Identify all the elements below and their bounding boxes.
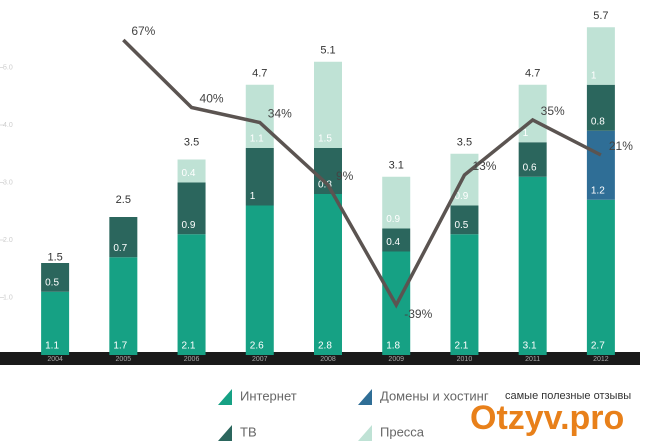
segment-label: 0.5 — [45, 277, 59, 288]
growth-label: 34% — [268, 107, 292, 121]
legend-label: Интернет — [240, 388, 297, 403]
growth-label: 67% — [131, 24, 155, 38]
segment-label: 1.1 — [45, 341, 59, 352]
bar-segment — [450, 234, 479, 355]
legend-label: Домены и хостинг — [380, 388, 489, 403]
total-label: 3.5 — [457, 137, 472, 149]
bar-segment — [177, 182, 206, 235]
segment-label: 0.9 — [454, 191, 468, 202]
segment-label: 2.1 — [454, 341, 468, 352]
segment-label: 2.7 — [591, 341, 605, 352]
segment-label: 0.8 — [318, 180, 332, 191]
segment-label: 0.6 — [523, 162, 537, 173]
segment-label: 2.6 — [250, 341, 264, 352]
growth-label: 40% — [200, 92, 224, 106]
watermark-tagline: самые полезные отзывы — [505, 390, 631, 402]
y-tick-label: 4.0 — [3, 122, 13, 129]
bar-segment — [177, 159, 206, 183]
bar-segment — [450, 153, 479, 206]
growth-line — [122, 38, 602, 309]
total-label: 4.7 — [525, 68, 540, 80]
bar-segment — [314, 61, 342, 148]
y-tick-label: 2.0 — [3, 237, 13, 244]
x-tick-label: 2010 — [457, 356, 473, 363]
bar-segment — [518, 176, 547, 355]
x-tick-label: 2004 — [47, 356, 63, 363]
bar-segment — [41, 263, 70, 292]
total-label: 5.1 — [320, 45, 335, 57]
segment-label: 3.1 — [523, 341, 537, 352]
growth-label: 35% — [541, 104, 565, 118]
bar-segment — [245, 148, 274, 206]
segment-label: 0.7 — [113, 243, 127, 254]
watermark-brand: Otzyv.pro — [470, 399, 624, 437]
bar-segment — [586, 84, 615, 131]
y-tick-label: 3.0 — [3, 179, 13, 186]
bar-segment — [109, 257, 138, 355]
legend-icon — [218, 425, 232, 441]
bar-segment — [109, 217, 138, 258]
bar-segment — [586, 130, 615, 200]
segment-label: 1 — [250, 191, 256, 202]
segment-label: 0.5 — [454, 220, 468, 231]
bar-segment — [518, 142, 547, 177]
segment-label: 1.7 — [113, 341, 127, 352]
total-label: 4.7 — [252, 68, 267, 80]
legend-icon — [358, 389, 372, 405]
segment-label: 2.8 — [318, 341, 332, 352]
segment-label: 0.9 — [182, 220, 196, 231]
segment-label: 1 — [591, 70, 597, 81]
bar-segment — [382, 176, 411, 229]
growth-label: 13% — [472, 159, 496, 173]
y-tick-label: 5.0 — [3, 64, 13, 71]
segment-label: 1.8 — [386, 341, 400, 352]
bar-segment — [41, 291, 70, 355]
axis-band — [0, 352, 640, 365]
growth-label: 21% — [609, 139, 633, 153]
segment-label: 1.2 — [591, 185, 605, 196]
segment-label: 0.9 — [386, 214, 400, 225]
bar-segment — [177, 234, 206, 355]
legend-label: ТВ — [240, 424, 257, 439]
segment-label: 0.8 — [591, 116, 605, 127]
bar-segment — [245, 84, 274, 148]
x-tick-label: 2012 — [593, 356, 609, 363]
total-label: 3.1 — [389, 160, 404, 172]
x-tick-label: 2006 — [184, 356, 200, 363]
bar-segment — [450, 205, 479, 235]
legend-icon — [218, 389, 232, 405]
segment-label: 1 — [523, 128, 529, 139]
segment-label: 1.1 — [250, 134, 264, 145]
segment-label: 0.4 — [386, 237, 400, 248]
bar-segment — [382, 228, 411, 252]
bar-segment — [586, 27, 615, 85]
bar-segment — [314, 194, 342, 355]
segment-label: 2.1 — [182, 341, 196, 352]
total-label: 1.5 — [47, 252, 62, 264]
segment-label: 1.5 — [318, 134, 332, 145]
growth-label: -39% — [404, 307, 432, 321]
bar-segment — [245, 205, 274, 355]
bar-segment — [586, 199, 615, 355]
y-tick-label: 1.0 — [3, 294, 13, 301]
x-tick-label: 2005 — [116, 356, 132, 363]
total-label: 5.7 — [593, 10, 608, 22]
segment-label: 0.4 — [182, 168, 196, 179]
growth-label: 9% — [336, 169, 354, 183]
x-tick-label: 2008 — [320, 356, 336, 363]
x-tick-label: 2007 — [252, 356, 268, 363]
total-label: 3.5 — [184, 137, 199, 149]
total-label: 2.5 — [116, 194, 131, 206]
legend-icon — [358, 425, 372, 441]
bar-segment — [518, 84, 547, 143]
x-tick-label: 2009 — [388, 356, 404, 363]
legend-label: Пресса — [380, 424, 425, 439]
x-tick-label: 2011 — [525, 356, 540, 363]
